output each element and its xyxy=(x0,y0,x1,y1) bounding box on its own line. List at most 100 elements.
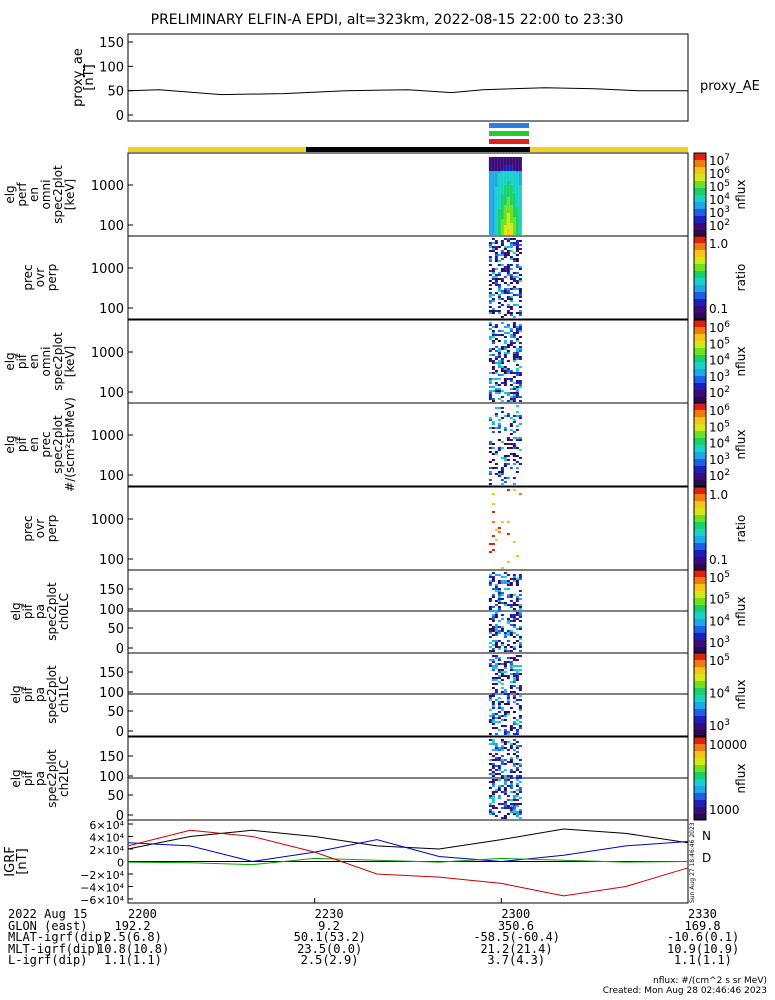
colorbar-band xyxy=(694,362,706,364)
heatmap-cell xyxy=(491,493,495,495)
heatmap-cell xyxy=(518,326,522,328)
heatmap-cell xyxy=(509,227,513,229)
heatmap-cell xyxy=(500,749,504,751)
heatmap-cell xyxy=(491,765,495,767)
footer-row-value: 23.5(0.0) xyxy=(297,941,363,956)
colorbar-band xyxy=(694,732,706,734)
colorbar-band xyxy=(694,461,706,463)
heatmap-cell xyxy=(518,195,522,197)
colorbar-band xyxy=(694,169,706,171)
zone-bar-red xyxy=(489,139,529,144)
heatmap-cell xyxy=(500,411,504,413)
heatmap-cell xyxy=(494,677,498,679)
heatmap-cell xyxy=(512,594,516,596)
heatmap-cell xyxy=(512,578,516,580)
heatmap-cell xyxy=(518,312,522,314)
heatmap-cell xyxy=(515,189,519,191)
heatmap-cell xyxy=(488,721,492,723)
colorbar-title: ratio xyxy=(734,515,748,543)
heatmap-cell xyxy=(518,201,522,203)
panel-ylabel: elgpifpaspec2plotch0LC xyxy=(9,582,71,641)
colorbar-band xyxy=(694,682,706,684)
heatmap-cell xyxy=(518,727,522,729)
igrf-series-line xyxy=(127,829,689,897)
colorbar-band xyxy=(694,368,706,370)
heatmap-cell xyxy=(497,312,501,314)
heatmap-cell xyxy=(503,189,507,191)
colorbar-band xyxy=(694,658,706,660)
colorbar-band xyxy=(694,584,706,586)
heatmap-cell xyxy=(503,572,507,574)
heatmap-cell xyxy=(518,336,522,338)
heatmap-cell xyxy=(509,258,513,260)
heatmap-cell xyxy=(488,338,492,340)
colorbar-band xyxy=(694,604,706,606)
colorbar-band xyxy=(694,432,706,434)
heatmap-cell xyxy=(509,803,513,805)
heatmap-cell xyxy=(494,463,498,465)
heatmap-cell xyxy=(506,288,510,290)
colorbar-band xyxy=(694,673,706,675)
heatmap-cell xyxy=(518,266,522,268)
heatmap-cell xyxy=(503,209,507,211)
heatmap-cell xyxy=(497,364,501,366)
heatmap-cell xyxy=(518,717,522,719)
heatmap-cell xyxy=(488,809,492,811)
orbit-bar-day-left xyxy=(128,147,306,152)
colorbar-band xyxy=(694,238,706,240)
heatmap-cell xyxy=(500,417,504,419)
colorbar-band xyxy=(694,187,706,189)
colorbar-band xyxy=(694,309,706,311)
colorbar-band xyxy=(694,225,706,227)
heatmap-cell xyxy=(488,600,492,602)
colorbar-band xyxy=(694,347,706,349)
heatmap-cell xyxy=(497,294,501,296)
colorbar-band xyxy=(694,465,706,467)
colorbar-band xyxy=(694,662,706,664)
heatmap-cell xyxy=(515,614,519,616)
heatmap-cell xyxy=(515,733,519,735)
colorbar-band xyxy=(694,416,706,418)
colorbar-band xyxy=(694,609,706,611)
heatmap-cell xyxy=(515,185,519,187)
heatmap-cell xyxy=(503,314,507,316)
heatmap-cell xyxy=(503,199,507,201)
heatmap-cell xyxy=(500,203,504,205)
heatmap-cell xyxy=(491,669,495,671)
heatmap-cell xyxy=(506,181,510,183)
colorbar-band xyxy=(694,172,706,174)
colorbar-band xyxy=(694,201,706,203)
heatmap-cell xyxy=(503,215,507,217)
colorbar-band xyxy=(694,666,706,668)
heatmap-cell xyxy=(494,632,498,634)
heatmap-cell xyxy=(515,675,519,677)
colorbar-band xyxy=(694,221,706,223)
heatmap-cell xyxy=(518,646,522,648)
colorbar-band xyxy=(694,387,706,389)
heatmap-cell xyxy=(494,171,498,173)
heatmap-cell xyxy=(488,419,492,421)
colorbar-band xyxy=(694,307,706,309)
heatmap-cell xyxy=(512,396,516,398)
heatmap-cell xyxy=(488,695,492,697)
heatmap-cell xyxy=(494,413,498,415)
heatmap-cell xyxy=(503,711,507,713)
heatmap-cell xyxy=(488,610,492,612)
heatmap-cell xyxy=(494,642,498,644)
heatmap-cell xyxy=(497,473,501,475)
heatmap-cell xyxy=(509,159,513,161)
heatmap-cell xyxy=(494,713,498,715)
heatmap-cell xyxy=(494,610,498,612)
colorbar-band xyxy=(694,403,706,405)
heatmap-cell xyxy=(491,294,495,296)
heatmap-cell xyxy=(509,201,513,203)
heatmap-cell xyxy=(515,352,519,354)
heatmap-cell xyxy=(506,169,510,171)
colorbar-band xyxy=(694,442,706,444)
heatmap-cell xyxy=(491,209,495,211)
heatmap-cell xyxy=(497,669,501,671)
heatmap-cell xyxy=(509,167,513,169)
heatmap-cell xyxy=(500,759,504,761)
heatmap-cell xyxy=(500,741,504,743)
